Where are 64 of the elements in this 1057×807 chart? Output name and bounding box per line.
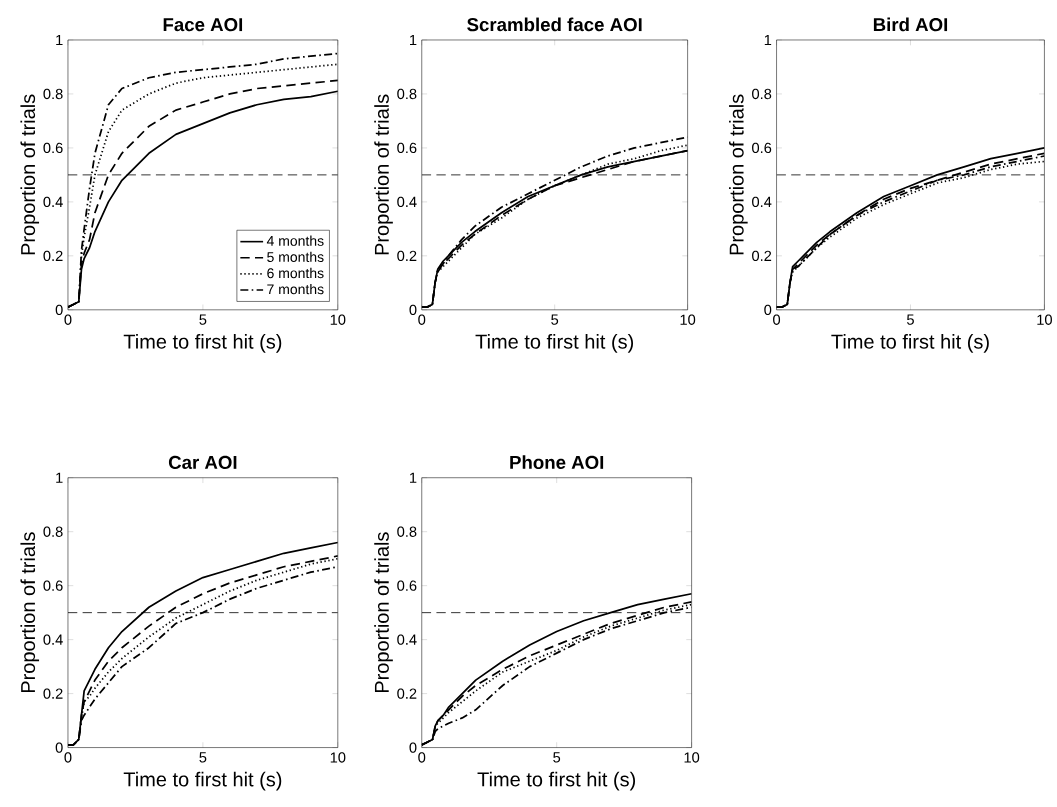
y-tick-label: 0 — [409, 742, 417, 753]
x-tick-label: 0 — [773, 314, 781, 326]
x-tick-label: 10 — [330, 752, 346, 763]
x-tick-label: 10 — [684, 752, 700, 763]
y-tick-label: 0.8 — [397, 526, 417, 538]
y-tick-label: 0.6 — [752, 142, 772, 154]
chart-title: Face AOI — [163, 18, 243, 32]
x-axis-title: Time to first hit (s) — [475, 334, 634, 353]
x-tick-label: 5 — [553, 752, 561, 763]
chart-title: Bird AOI — [873, 17, 948, 32]
y-tick-label: 1 — [410, 472, 417, 483]
x-tick-label: 0 — [64, 752, 72, 763]
x-axis-title: Time to first hit (s) — [123, 772, 282, 791]
y-tick-label: 0.2 — [43, 250, 63, 262]
y-tick-label: 0.6 — [43, 142, 63, 154]
y-tick-label: 0.2 — [397, 250, 417, 262]
x-axis-title: Time to first hit (s) — [831, 334, 989, 353]
x-tick-label: 5 — [199, 314, 207, 325]
y-axis-title: Proportion of trials — [20, 94, 40, 255]
legend-label: 5 months — [267, 251, 324, 263]
y-axis-title: Proportion of trials — [729, 94, 748, 255]
chart-title: Car AOI — [168, 456, 237, 470]
y-tick-label: 0.4 — [43, 634, 63, 646]
x-tick-label: 0 — [418, 752, 426, 763]
y-tick-label: 1 — [764, 35, 772, 46]
y-tick-label: 0.6 — [397, 142, 417, 154]
x-tick-label: 5 — [906, 314, 914, 325]
y-tick-label: 1 — [56, 35, 63, 46]
y-tick-label: 0.4 — [43, 196, 63, 208]
y-tick-label: 0.2 — [397, 688, 417, 700]
x-tick-label: 10 — [1037, 314, 1052, 326]
x-tick-label: 0 — [64, 314, 72, 326]
x-axis-title: Time to first hit (s) — [123, 334, 282, 353]
y-tick-label: 0.4 — [397, 634, 417, 646]
y-tick-label: 0.8 — [397, 89, 417, 100]
x-axis-title: Time to first hit (s) — [477, 772, 636, 791]
y-axis-title: Proportion of trials — [20, 532, 40, 693]
legend-label: 7 months — [267, 284, 324, 295]
y-tick-label: 0 — [409, 304, 417, 316]
y-axis-title: Proportion of trials — [374, 94, 393, 255]
y-tick-label: 0.6 — [397, 580, 417, 592]
y-tick-label: 1 — [56, 472, 63, 483]
y-tick-label: 0.4 — [397, 196, 417, 208]
legend-label: 6 months — [267, 268, 324, 279]
y-axis-title: Proportion of trials — [374, 532, 393, 693]
y-tick-label: 0.8 — [43, 89, 63, 100]
y-tick-label: 0.6 — [43, 580, 63, 592]
y-tick-label: 1 — [410, 35, 417, 46]
y-tick-label: 0 — [55, 742, 63, 753]
legend-label: 4 months — [266, 235, 324, 247]
y-tick-label: 0 — [55, 304, 63, 316]
y-tick-label: 0.2 — [43, 688, 63, 700]
x-tick-label: 10 — [330, 314, 346, 326]
x-tick-label: 0 — [418, 314, 426, 326]
y-tick-label: 0 — [764, 304, 772, 316]
y-tick-label: 0.8 — [43, 526, 63, 538]
y-tick-label: 0.8 — [752, 89, 772, 100]
x-tick-label: 10 — [680, 314, 696, 326]
y-tick-label: 0.4 — [752, 196, 772, 208]
x-tick-label: 5 — [551, 314, 559, 325]
chart-title: Scrambled face AOI — [467, 17, 642, 32]
chart-title: Phone AOI — [510, 455, 604, 470]
x-tick-label: 5 — [199, 752, 207, 763]
y-tick-label: 0.2 — [752, 250, 772, 262]
